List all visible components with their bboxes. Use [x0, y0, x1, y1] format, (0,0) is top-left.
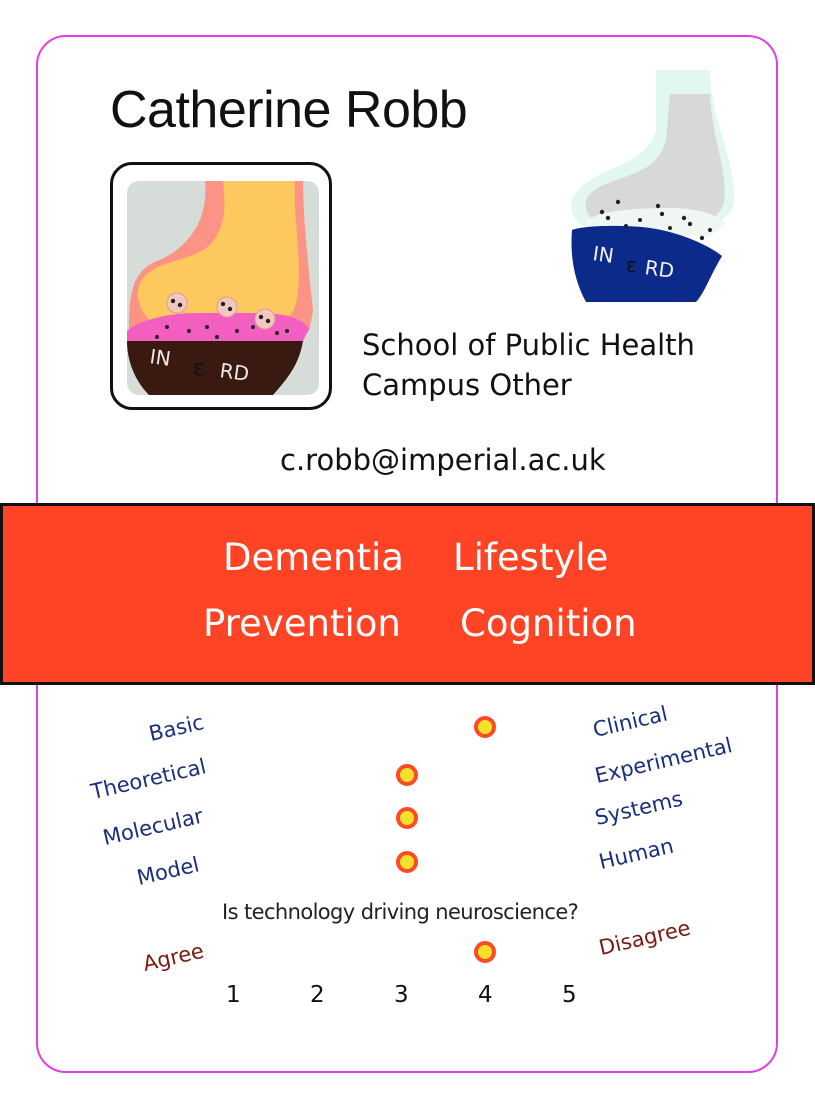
scale-marker: [396, 851, 418, 873]
scale-number: 1: [226, 982, 241, 1008]
synapse-logo-frame: IN ε RD: [110, 162, 332, 410]
synapse-logo-small-icon: IN ε RD: [560, 70, 740, 310]
scale-marker: [396, 764, 418, 786]
department: School of Public Health: [362, 328, 695, 362]
campus: Campus Other: [362, 368, 572, 402]
svg-text:ε: ε: [626, 253, 637, 277]
keyword: Prevention: [203, 602, 401, 645]
email-address[interactable]: c.robb@imperial.ac.uk: [280, 443, 606, 477]
scale-number: 5: [562, 982, 577, 1008]
svg-text:RD: RD: [218, 358, 250, 386]
svg-text:IN: IN: [148, 344, 172, 371]
svg-text:ε: ε: [193, 356, 205, 381]
keyword: Lifestyle: [453, 536, 609, 579]
question-text: Is technology driving neuroscience?: [222, 900, 579, 924]
keyword: Dementia: [223, 536, 404, 579]
person-name: Catherine Robb: [110, 81, 468, 139]
question-marker: [474, 941, 496, 963]
synapse-logo-icon: IN ε RD: [127, 181, 319, 395]
scale-number: 4: [478, 982, 493, 1008]
keywords-banner: Dementia Lifestyle Prevention Cognition: [0, 503, 815, 685]
scale-marker: [396, 807, 418, 829]
scale-number: 3: [394, 982, 409, 1008]
svg-text:IN: IN: [591, 241, 615, 268]
keyword: Cognition: [460, 602, 637, 645]
scale-number: 2: [310, 982, 325, 1008]
scale-marker: [474, 716, 496, 738]
svg-text:RD: RD: [643, 255, 675, 283]
